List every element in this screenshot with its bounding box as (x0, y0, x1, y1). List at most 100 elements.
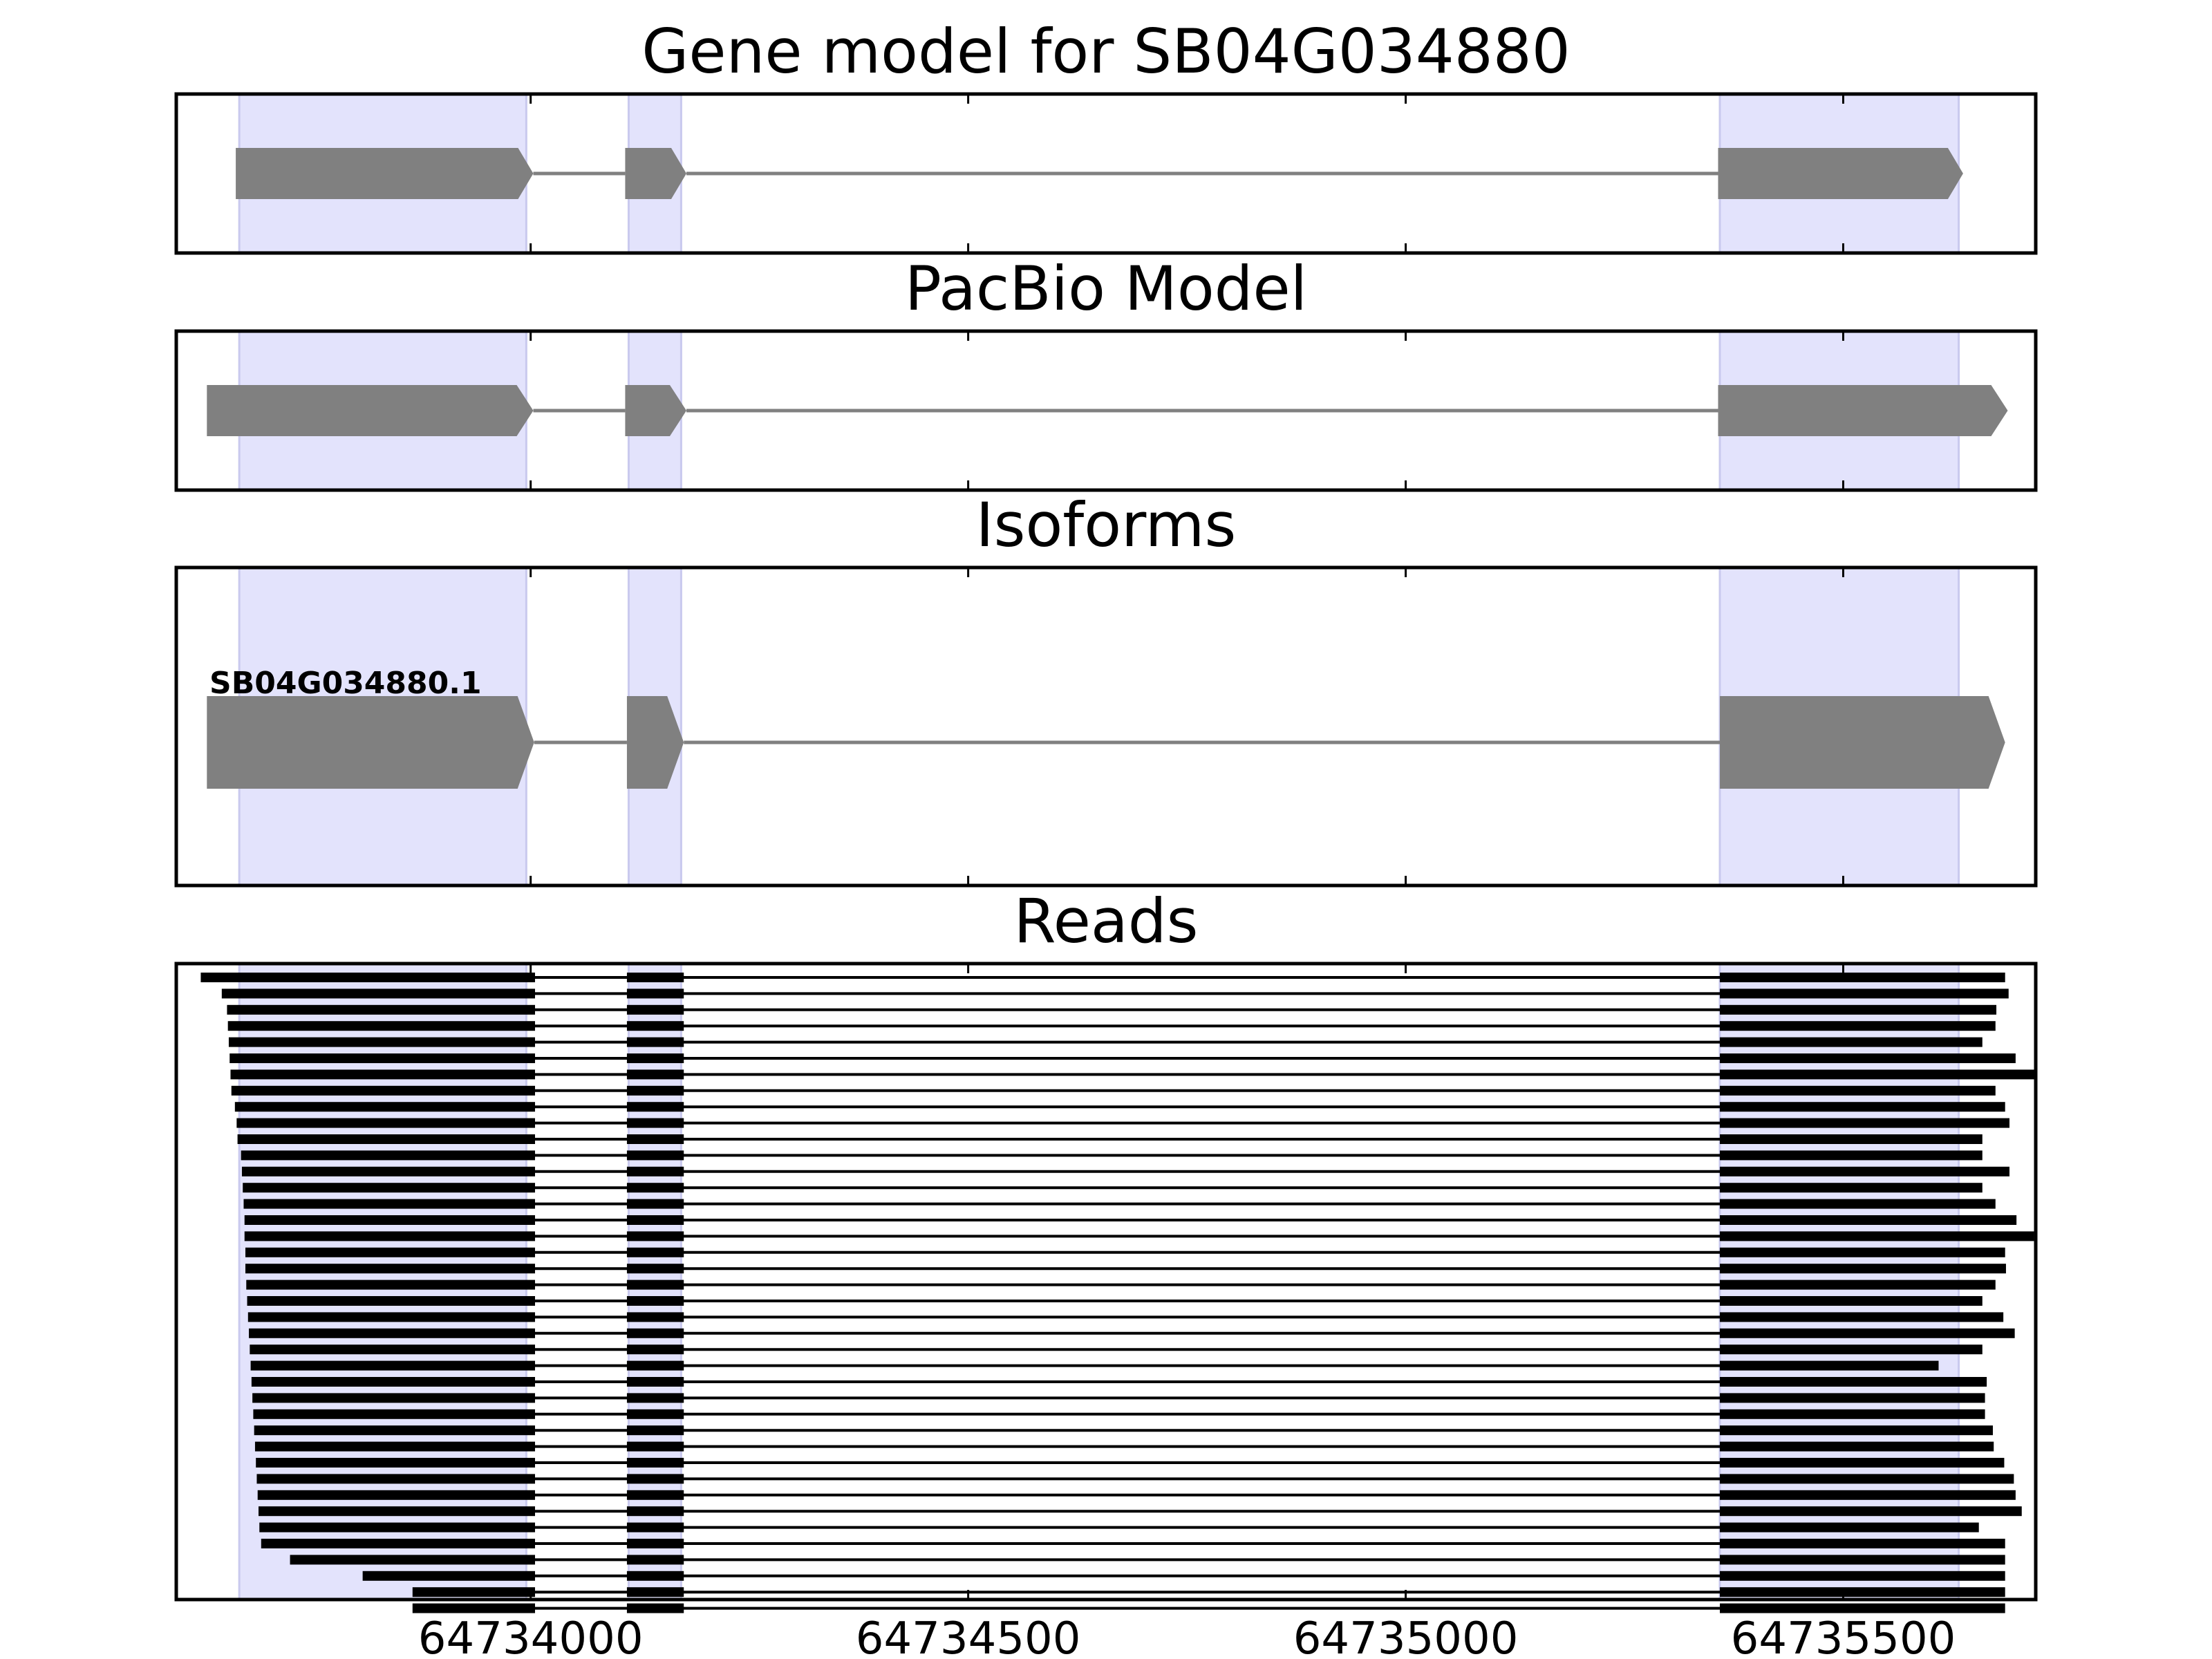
read-exon-block (1720, 1118, 2010, 1128)
pacbio-model-panel (174, 329, 2038, 492)
read-exon-block (1720, 1360, 1939, 1371)
x-tick-label: 64734500 (856, 1613, 1081, 1659)
x-axis-tick-labels: 64734000 64734500 64735000 64735500 (418, 1613, 1956, 1659)
read-exon-block (254, 1441, 536, 1452)
read-exon-block (256, 1458, 536, 1468)
read-exon-block (244, 1231, 536, 1241)
isoforms-frame (174, 565, 2038, 888)
read-exon-block (626, 1264, 684, 1274)
read-exon-block (227, 1021, 536, 1031)
read-exon-block (1720, 1264, 2006, 1274)
read-exon-block (626, 1458, 684, 1468)
read-exon-block (237, 1134, 536, 1144)
gene-model-panel (174, 92, 2038, 255)
read-exon-block (626, 1312, 684, 1322)
read-exon-block (626, 1603, 684, 1613)
read-exon-block (626, 1280, 684, 1290)
read-exon-block (247, 1296, 536, 1306)
read-exon-block (1720, 1474, 2014, 1484)
gene-model-frame (174, 92, 2038, 255)
read-exon-block (1720, 1587, 2005, 1597)
read-exon-block (626, 1021, 684, 1031)
reads-title: Reads (1014, 885, 1199, 957)
read-exon-block (1720, 1199, 1996, 1209)
isoforms-ticks (529, 568, 1845, 885)
read-exon-block (1720, 1183, 1983, 1193)
read-exon-block (626, 973, 684, 982)
pacbio-model-title: PacBio Model (905, 253, 1307, 324)
read-exon-block (626, 1215, 684, 1225)
read-exon-block (626, 1425, 684, 1436)
read-exon-block (1720, 1247, 2005, 1257)
gene-model-track (236, 148, 1963, 199)
read-exon-block (243, 1199, 536, 1209)
read-exon-block (412, 1587, 536, 1597)
read-exon-block (626, 1587, 684, 1597)
read-exon-block (245, 1264, 536, 1274)
x-tick-label: 64734000 (418, 1613, 644, 1659)
read-exon-block (241, 1166, 536, 1177)
read-exon-block (258, 1506, 536, 1517)
read-exon-block (1720, 1377, 1987, 1387)
read-exon-block (626, 1296, 684, 1306)
exon-arrow (625, 148, 687, 199)
read-exon-block (1720, 1280, 1996, 1290)
read-exon-block (626, 1571, 684, 1581)
read-exon-block (1720, 1490, 2016, 1500)
read-exon-block (626, 1506, 684, 1517)
read-exon-block (626, 1344, 684, 1355)
read-exon-block (251, 1377, 536, 1387)
read-exon-block (626, 1393, 684, 1403)
read-exon-block (1720, 1102, 2005, 1112)
read-exon-block (412, 1603, 536, 1613)
read-exon-block (256, 1474, 536, 1484)
read-exon-block (259, 1522, 536, 1533)
read-exon-block (1720, 988, 2009, 999)
read-exon-block (245, 1247, 536, 1257)
read-exon-block (1720, 1053, 2016, 1063)
read-exon-block (626, 1085, 684, 1096)
gene-model-title: Gene model for SB04G034880 (641, 16, 1571, 87)
read-exon-block (200, 973, 536, 982)
read-exon-block (244, 1215, 536, 1225)
read-exon-block (254, 1425, 536, 1436)
read-exon-block (626, 1134, 684, 1144)
read-exon-block (1720, 1328, 2015, 1338)
read-exon-block (243, 1183, 536, 1193)
read-exon-block (1720, 1344, 1983, 1355)
read-exon-block (1720, 973, 2005, 982)
read-exon-block (626, 1409, 684, 1419)
read-exon-block (1720, 1522, 1979, 1533)
read-exon-block (1720, 1312, 2004, 1322)
reads-frame (174, 962, 2038, 1602)
read-exon-block (1720, 1021, 1996, 1031)
read-exon-block (626, 1377, 684, 1387)
exon-arrow (236, 148, 534, 199)
read-exon-block (250, 1360, 536, 1371)
read-exon-block (252, 1393, 536, 1403)
isoform-label: SB04G034880.1 (209, 666, 482, 701)
read-exon-block (1720, 1296, 1983, 1306)
read-exon-block (1720, 1085, 1996, 1096)
exon-arrow (1718, 385, 2008, 436)
pacbio-model-frame (174, 329, 2038, 492)
read-exon-block (246, 1280, 536, 1290)
read-exon-block (1720, 1571, 2005, 1581)
read-exon-block (1720, 1555, 2005, 1565)
isoforms-track (207, 696, 2005, 789)
read-exon-block (230, 1069, 536, 1080)
read-exon-block (1720, 1069, 2036, 1080)
read-exon-block (626, 1522, 684, 1533)
read-exon-block (1720, 1409, 1985, 1419)
exon-arrow (626, 696, 684, 789)
read-exon-block (1720, 1215, 2017, 1225)
pacbio-model-track (207, 385, 2008, 436)
read-exon-block (626, 1360, 684, 1371)
read-exon-block (1720, 1037, 1983, 1047)
read-exon-block (626, 1037, 684, 1047)
read-exon-block (1720, 1539, 2005, 1548)
read-exon-block (257, 1490, 536, 1500)
read-exon-block (626, 1474, 684, 1484)
read-exon-block (626, 1102, 684, 1112)
